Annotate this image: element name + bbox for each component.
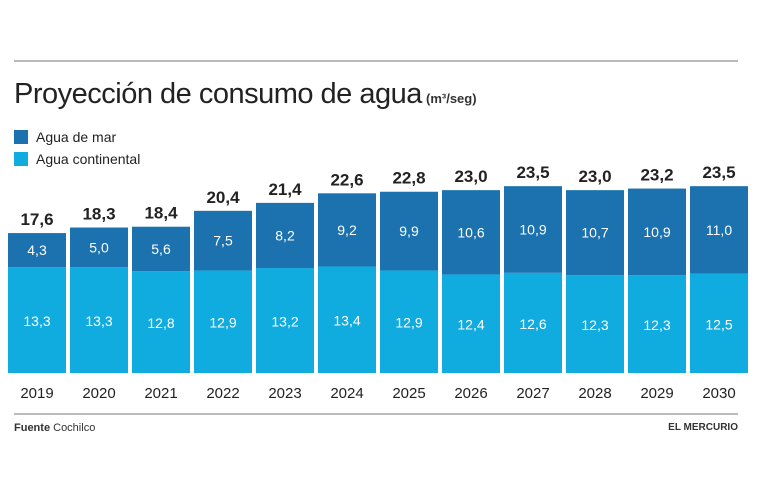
bar-segment <box>194 210 252 271</box>
bar-segment <box>70 267 128 373</box>
top-rule <box>14 60 738 62</box>
data-label: 10,6 <box>457 224 484 240</box>
data-label: 12,4 <box>457 317 484 333</box>
data-label: 13,4 <box>333 313 360 329</box>
total-label: 22,6 <box>330 170 363 189</box>
total-label: 20,4 <box>206 188 240 207</box>
bar-segment <box>628 188 686 276</box>
bar-segment <box>256 268 314 373</box>
chart-unit: (m³/seg) <box>426 91 477 106</box>
bar-segment <box>70 227 128 268</box>
data-label: 5,0 <box>89 239 109 255</box>
bar-segment <box>8 233 66 268</box>
total-label: 22,8 <box>392 169 425 188</box>
data-label: 5,6 <box>151 241 171 257</box>
x-tick-label: 2027 <box>516 385 549 402</box>
bar-segment <box>380 270 438 373</box>
data-label: 12,6 <box>519 316 546 332</box>
data-label: 12,8 <box>147 315 174 331</box>
source: Fuente Cochilco <box>14 422 95 434</box>
legend-label: Agua continental <box>36 151 141 167</box>
source-label: Fuente <box>14 422 51 434</box>
bar-segment <box>256 202 314 269</box>
data-label: 13,3 <box>85 313 112 329</box>
total-label: 23,2 <box>640 166 673 185</box>
x-tick-label: 2025 <box>392 385 425 402</box>
bar-segment <box>318 266 376 373</box>
x-tick-label: 2029 <box>640 385 673 402</box>
total-label: 23,0 <box>578 167 611 186</box>
data-label: 12,5 <box>705 316 732 332</box>
legend-swatch <box>14 130 28 144</box>
bar-segment <box>504 272 562 373</box>
x-tick-label: 2028 <box>578 385 611 402</box>
data-label: 12,9 <box>209 315 236 331</box>
legend-item-continental: Agua continental <box>14 151 140 167</box>
legend-swatch <box>14 152 28 166</box>
bar-segment <box>690 273 748 373</box>
bar-segment <box>194 270 252 373</box>
bar-segment <box>690 186 748 274</box>
legend-item-mar: Agua de mar <box>14 129 116 145</box>
total-label: 17,6 <box>20 210 53 229</box>
bar-segment <box>442 190 500 275</box>
source-value: Cochilco <box>53 422 96 434</box>
data-label: 13,2 <box>271 314 298 330</box>
x-tick-label: 2023 <box>268 385 301 402</box>
data-label: 9,2 <box>337 222 357 238</box>
bar-segment <box>380 191 438 271</box>
brand: EL MERCURIO <box>668 422 738 433</box>
total-label: 18,3 <box>82 205 115 224</box>
data-label: 10,9 <box>643 224 670 240</box>
bar-segment <box>566 275 624 373</box>
bar-segment <box>442 274 500 373</box>
data-label: 13,3 <box>23 313 50 329</box>
x-tick-label: 2030 <box>702 385 735 402</box>
x-tick-label: 2021 <box>144 385 177 402</box>
data-label: 9,9 <box>399 223 419 239</box>
bar-segment <box>318 193 376 267</box>
bar-segment <box>504 186 562 273</box>
bottom-rule <box>14 413 738 415</box>
data-label: 12,9 <box>395 315 422 331</box>
bar-segment <box>566 190 624 276</box>
data-label: 11,0 <box>706 222 732 238</box>
x-tick-label: 2020 <box>82 385 115 402</box>
bar-segment <box>132 271 190 373</box>
data-label: 7,5 <box>213 233 233 249</box>
x-tick-label: 2022 <box>206 385 239 402</box>
data-label: 10,9 <box>519 222 546 238</box>
total-label: 18,4 <box>144 204 178 223</box>
data-label: 4,3 <box>27 242 47 258</box>
chart-title: Proyección de consumo de agua <box>14 78 422 110</box>
total-label: 21,4 <box>268 180 302 199</box>
x-tick-label: 2026 <box>454 385 487 402</box>
data-label: 10,7 <box>581 225 608 241</box>
total-label: 23,5 <box>702 163 735 182</box>
data-label: 12,3 <box>581 317 608 333</box>
legend-label: Agua de mar <box>36 129 117 145</box>
total-label: 23,5 <box>516 163 549 182</box>
data-label: 12,3 <box>643 317 670 333</box>
x-tick-label: 2019 <box>20 385 53 402</box>
data-label: 8,2 <box>275 227 295 243</box>
total-label: 23,0 <box>454 167 487 186</box>
bar-segment <box>628 275 686 373</box>
bar-segment <box>132 226 190 272</box>
x-tick-label: 2024 <box>330 385 363 402</box>
bar-segment <box>8 267 66 373</box>
